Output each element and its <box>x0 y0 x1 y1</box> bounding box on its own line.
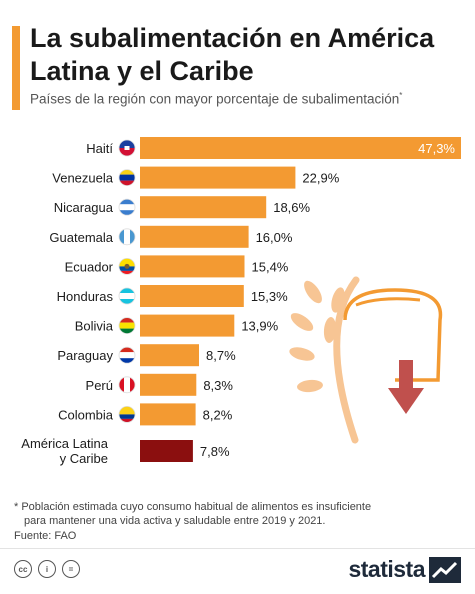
cc-icon[interactable]: cc <box>14 560 32 578</box>
by-icon[interactable]: i <box>38 560 56 578</box>
title-accent-bar <box>12 26 20 110</box>
value-label: 15,3% <box>251 289 288 304</box>
bar <box>140 137 461 159</box>
venezuela-flag-icon <box>118 169 136 187</box>
haiti-flag-icon <box>118 139 136 157</box>
chart-subtitle: Países de la región con mayor porcentaje… <box>30 91 403 107</box>
bar <box>140 440 193 462</box>
statista-logo[interactable]: statista <box>348 556 425 582</box>
footnote: * Población estimada cuyo consumo habitu… <box>14 501 372 527</box>
bolivia-flag-icon <box>118 317 136 335</box>
bar <box>140 196 267 219</box>
nd-icon[interactable]: = <box>62 560 80 578</box>
bar <box>140 314 235 337</box>
ecuador-flag-icon <box>118 257 136 275</box>
category-label: Honduras <box>57 289 114 304</box>
category-label: Colombia <box>58 407 114 422</box>
bar <box>140 225 249 248</box>
value-label: 22,9% <box>302 171 339 186</box>
category-label: Nicaragua <box>54 200 114 215</box>
wheat-decline-icon <box>289 276 443 444</box>
category-label: Haití <box>86 141 113 156</box>
category-label: Bolivia <box>75 319 114 334</box>
category-label: Venezuela <box>52 171 113 186</box>
footer-divider <box>0 548 475 549</box>
category-label: América Latina y Caribe <box>21 436 108 466</box>
value-label: 7,8% <box>200 444 230 459</box>
category-label: Ecuador <box>65 259 114 274</box>
value-label: 13,9% <box>241 319 278 334</box>
honduras-flag-icon <box>118 287 136 305</box>
guatemala-flag-icon <box>118 228 136 246</box>
bar <box>140 255 245 278</box>
bar <box>140 373 197 396</box>
value-label: 18,6% <box>273 200 310 215</box>
nicaragua-flag-icon <box>118 198 136 216</box>
category-label: Paraguay <box>57 348 113 363</box>
peru-flag-icon <box>118 376 136 394</box>
paraguay-flag-icon <box>118 346 136 364</box>
bar <box>140 285 244 307</box>
category-label: Guatemala <box>49 230 113 245</box>
source-note: Fuente: FAO <box>14 530 77 542</box>
bar <box>140 344 199 367</box>
chart-title: La subalimentación en América Latina y e… <box>30 23 435 86</box>
value-label: 47,3% <box>418 141 455 156</box>
value-label: 16,0% <box>256 230 293 245</box>
value-label: 8,7% <box>206 348 236 363</box>
statista-mark-icon <box>429 557 461 583</box>
category-label: Perú <box>86 378 113 393</box>
bar <box>140 166 296 189</box>
bar-chart: Haití 47,3% Venezuela 22,9% Nicaragua 18,6% Gu… <box>21 137 461 466</box>
colombia-flag-icon <box>118 405 136 423</box>
bar <box>140 403 196 426</box>
value-label: 8,3% <box>203 378 233 393</box>
license-icons: cc i = <box>14 560 80 578</box>
value-label: 15,4% <box>252 259 289 274</box>
value-label: 8,2% <box>203 407 233 422</box>
